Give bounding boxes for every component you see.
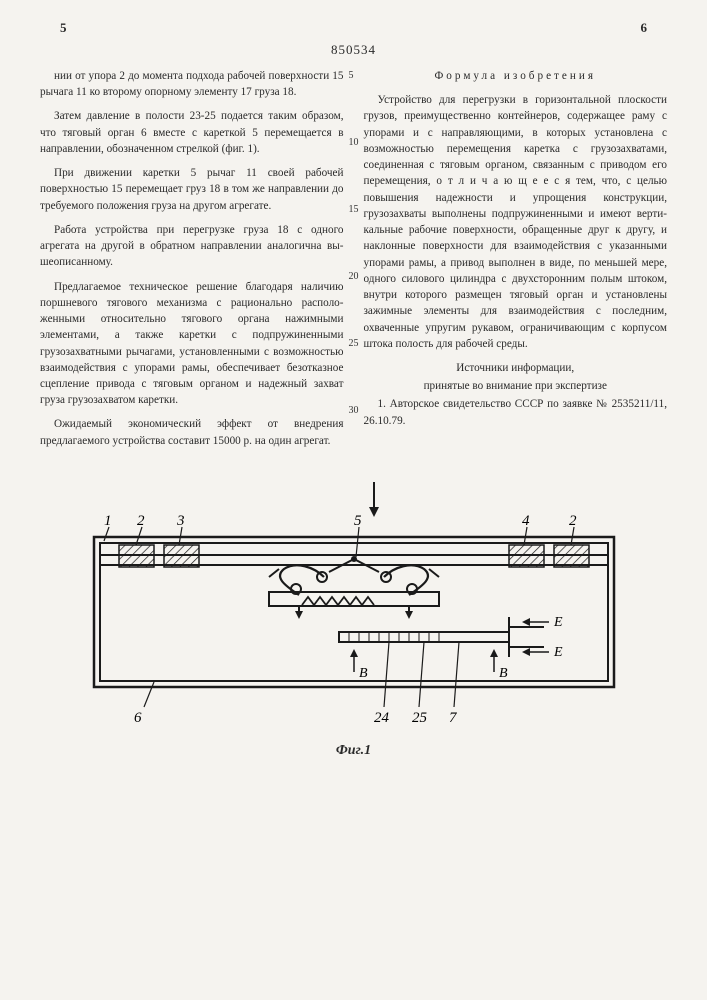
source-1: 1. Авторское свидетельство СССР по заявк… [364,396,668,428]
callout-1: 1 [104,513,112,529]
figure-area: 1 2 3 5 4 2 6 24 25 7 B B E E Фиг.1 [40,457,667,759]
left-p2: Затем давление в полости 23-25 по­дается… [40,108,344,157]
callout-2: 2 [137,513,145,529]
line-markers: 5 10 15 20 25 30 [349,70,359,416]
callout-6: 6 [134,710,142,726]
callout-25: 25 [412,710,428,726]
patent-number: 850534 [40,42,667,58]
callout-2b: 2 [569,513,577,529]
left-p5: Предлагаемое техническое решение благода… [40,279,344,409]
formula-title: Формула изобретения [364,68,668,84]
left-column: нии от упора 2 до момента подхода ра­боч… [40,68,344,457]
callout-3: 3 [176,513,185,529]
line-marker: 25 [349,338,359,349]
left-p6: Ожидаемый экономический эффект от внедре… [40,416,344,448]
page-num-right: 6 [641,20,648,36]
line-marker: 5 [349,70,359,81]
left-p4: Работа устройства при перегрузке груза 1… [40,222,344,271]
callout-24: 24 [374,710,390,726]
right-column: Формула изобретения Устройство для перег… [364,68,668,457]
callout-E1: E [553,615,563,630]
left-p1: нии от упора 2 до момента подхода ра­боч… [40,68,344,100]
callout-B2: B [499,666,508,681]
right-p1: Устройство для перегрузки в гори­зонталь… [364,92,668,352]
page-num-left: 5 [60,20,67,36]
line-marker: 30 [349,405,359,416]
callout-B1: B [359,666,368,681]
line-marker: 15 [349,204,359,215]
figure-1-svg: 1 2 3 5 4 2 6 24 25 7 B B E E [74,477,634,737]
callout-4: 4 [522,513,530,529]
callout-7: 7 [449,710,458,726]
callout-5: 5 [354,513,362,529]
callout-E2: E [553,645,563,660]
line-marker: 20 [349,271,359,282]
figure-caption: Фиг.1 [40,743,667,759]
sources-title: Источники информации, [364,360,668,376]
sources-sub: принятые во внимание при экспертизе [364,378,668,394]
left-p3: При движении каретки 5 рычаг 11 своей ра… [40,165,344,214]
line-marker: 10 [349,137,359,148]
